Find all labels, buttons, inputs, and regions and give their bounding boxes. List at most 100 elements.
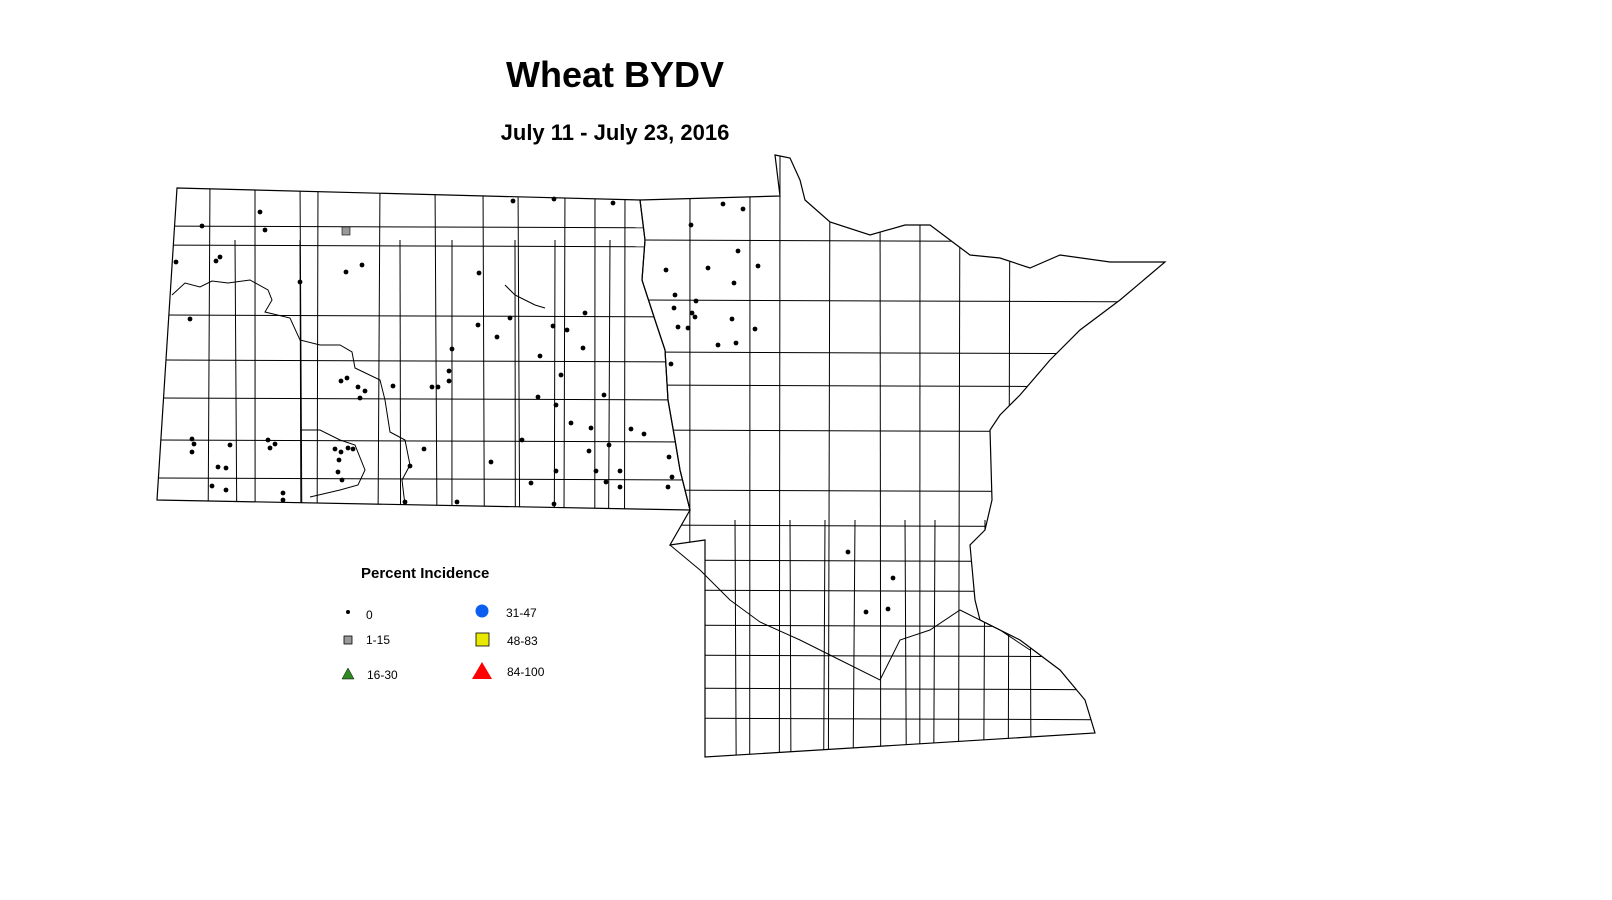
survey-point-0 — [581, 346, 586, 351]
survey-point-0 — [218, 255, 223, 260]
county-line — [483, 180, 484, 520]
survey-point-0 — [476, 323, 481, 328]
survey-point-0 — [214, 259, 219, 264]
county-line — [435, 180, 437, 520]
survey-point-0 — [210, 484, 215, 489]
survey-point-0 — [618, 485, 623, 490]
survey-point-0 — [188, 317, 193, 322]
county-line — [150, 398, 700, 400]
survey-point-0 — [529, 481, 534, 486]
survey-point-0 — [495, 335, 500, 340]
county-line — [640, 688, 1170, 690]
survey-point-0 — [358, 396, 363, 401]
survey-point-0 — [391, 384, 396, 389]
county-line — [880, 150, 881, 760]
survey-point-0 — [447, 379, 452, 384]
survey-point-0 — [589, 426, 594, 431]
mn-river — [670, 545, 1030, 680]
county-line — [934, 520, 935, 760]
survey-point-0 — [736, 249, 741, 254]
survey-point-0 — [721, 202, 726, 207]
survey-point-0 — [565, 328, 570, 333]
legend-label-0: 0 — [366, 608, 373, 622]
survey-point-1-15 — [342, 227, 350, 235]
survey-point-0 — [552, 502, 557, 507]
county-line — [317, 180, 318, 520]
county-line — [554, 240, 555, 520]
survey-point-0 — [263, 228, 268, 233]
survey-point-0 — [538, 354, 543, 359]
county-line — [905, 520, 906, 760]
survey-point-0 — [846, 550, 851, 555]
county-line — [853, 520, 855, 760]
county-line — [150, 315, 700, 317]
survey-point-0 — [450, 347, 455, 352]
survey-point-0 — [594, 469, 599, 474]
county-line — [1008, 150, 1010, 760]
county-line — [779, 150, 780, 760]
survey-point-0 — [686, 326, 691, 331]
county-line — [640, 655, 1170, 657]
survey-point-0 — [224, 488, 229, 493]
survey-point-0 — [734, 341, 739, 346]
survey-point-0 — [360, 263, 365, 268]
survey-point-0 — [673, 293, 678, 298]
survey-point-0 — [667, 455, 672, 460]
county-line — [150, 478, 700, 480]
survey-point-0 — [552, 197, 557, 202]
survey-point-0 — [583, 311, 588, 316]
survey-point-0 — [670, 475, 675, 480]
survey-point-0 — [298, 280, 303, 285]
mn-county-lines — [640, 150, 1170, 760]
nd-county-lines — [150, 180, 700, 520]
survey-point-0 — [337, 458, 342, 463]
survey-point-0 — [190, 450, 195, 455]
survey-point-0 — [200, 224, 205, 229]
survey-point-0 — [408, 464, 413, 469]
county-line — [1030, 520, 1031, 760]
survey-point-0 — [706, 266, 711, 271]
survey-point-0 — [339, 379, 344, 384]
survey-point-0 — [339, 450, 344, 455]
survey-point-0 — [511, 199, 516, 204]
survey-point-0 — [607, 443, 612, 448]
survey-point-0 — [447, 369, 452, 374]
survey-point-0 — [273, 442, 278, 447]
county-line — [208, 180, 210, 520]
survey-point-0 — [864, 610, 869, 615]
county-line — [150, 360, 700, 362]
survey-point-0 — [741, 207, 746, 212]
county-line — [790, 520, 791, 760]
lake-sakakawea-branch — [505, 285, 545, 308]
county-line — [150, 245, 700, 247]
county-line — [400, 240, 401, 520]
county-line — [640, 352, 1170, 354]
county-line — [640, 300, 1170, 302]
survey-point-0 — [190, 437, 195, 442]
survey-point-0 — [363, 389, 368, 394]
survey-point-0 — [891, 576, 896, 581]
survey-point-0 — [587, 449, 592, 454]
legend-label-16-30: 16-30 — [367, 668, 398, 682]
survey-points — [174, 197, 896, 615]
legend-label-84-100: 84-100 — [507, 665, 544, 679]
survey-point-0 — [356, 385, 361, 390]
county-line — [609, 240, 610, 520]
survey-point-0 — [224, 466, 229, 471]
james-river-branch — [300, 430, 365, 497]
legend-title: Percent Incidence — [361, 565, 489, 582]
county-line — [150, 226, 700, 228]
survey-point-0 — [536, 395, 541, 400]
survey-point-0 — [351, 447, 356, 452]
survey-point-0 — [753, 327, 758, 332]
survey-point-0 — [676, 325, 681, 330]
county-line — [378, 180, 380, 520]
survey-point-0 — [693, 315, 698, 320]
county-line — [640, 625, 1170, 627]
survey-point-0 — [569, 421, 574, 426]
county-line — [828, 150, 830, 760]
survey-point-0 — [192, 442, 197, 447]
survey-point-0 — [268, 446, 273, 451]
north-dakota-outline — [157, 188, 690, 510]
legend-label-1-15: 1-15 — [366, 633, 390, 647]
